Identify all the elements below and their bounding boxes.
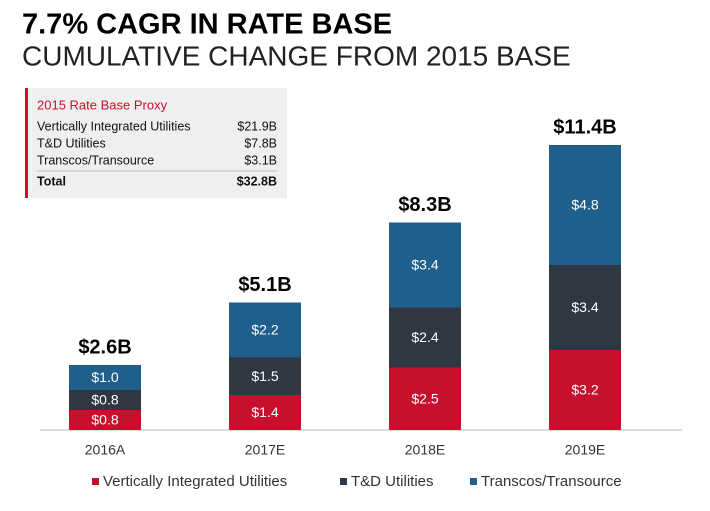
bar-segment xyxy=(69,390,141,410)
inset-title: 2015 Rate Base Proxy xyxy=(37,97,168,112)
legend-label: Transcos/Transource xyxy=(481,473,622,490)
inset-row-value: $7.8B xyxy=(244,136,277,150)
x-tick-label: 2018E xyxy=(405,442,445,458)
total-label: $8.3B xyxy=(398,194,451,216)
bar-segment xyxy=(69,410,141,430)
bar-segment xyxy=(229,395,301,430)
bar-segment xyxy=(229,357,301,395)
bar-segment xyxy=(549,350,621,430)
legend-swatch xyxy=(340,478,347,485)
bar-segment xyxy=(229,302,301,358)
chart-subtitle: CUMULATIVE CHANGE FROM 2015 BASE xyxy=(22,40,571,71)
total-label: $5.1B xyxy=(238,274,291,296)
bar-segment xyxy=(69,365,141,390)
bar-segment xyxy=(549,145,621,265)
bar-segment xyxy=(389,222,461,308)
inset-accent xyxy=(25,88,28,198)
segment-label: $2.4 xyxy=(411,329,438,345)
inset-row-label: Transcos/Transource xyxy=(37,153,154,167)
segment-label: $4.8 xyxy=(571,197,598,213)
inset-total-value: $32.8B xyxy=(237,174,277,188)
segment-label: $0.8 xyxy=(91,392,118,408)
legend-label: T&D Utilities xyxy=(351,473,434,490)
chart-title: 7.7% CAGR IN RATE BASE xyxy=(22,9,392,41)
inset-row-label: T&D Utilities xyxy=(37,136,106,150)
legend-label: Vertically Integrated Utilities xyxy=(103,473,287,490)
segment-label: $2.5 xyxy=(411,390,438,406)
inset-row-value: $3.1B xyxy=(244,153,277,167)
segment-label: $0.8 xyxy=(91,412,118,428)
segment-label: $3.4 xyxy=(571,299,598,315)
inset-row-label: Vertically Integrated Utilities xyxy=(37,119,191,133)
total-label: $2.6B xyxy=(78,336,131,358)
inset-row-value: $21.9B xyxy=(237,119,277,133)
legend-swatch xyxy=(470,478,477,485)
segment-label: $3.4 xyxy=(411,257,438,273)
segment-label: $1.0 xyxy=(91,369,118,385)
bar-segment xyxy=(389,367,461,430)
legend-swatch xyxy=(92,478,99,485)
segment-label: $1.4 xyxy=(251,404,278,420)
segment-label: $3.2 xyxy=(571,382,598,398)
bar-segment xyxy=(389,307,461,368)
inset-total-label: Total xyxy=(37,174,66,188)
bar-segment xyxy=(549,265,621,350)
x-tick-label: 2016A xyxy=(85,442,126,458)
total-label: $11.4B xyxy=(553,116,616,138)
x-tick-label: 2019E xyxy=(565,442,605,458)
inset-background xyxy=(25,88,287,198)
segment-label: $1.5 xyxy=(251,368,278,384)
x-tick-label: 2017E xyxy=(245,442,285,458)
inset-table xyxy=(25,88,287,198)
segment-label: $2.2 xyxy=(251,322,278,338)
